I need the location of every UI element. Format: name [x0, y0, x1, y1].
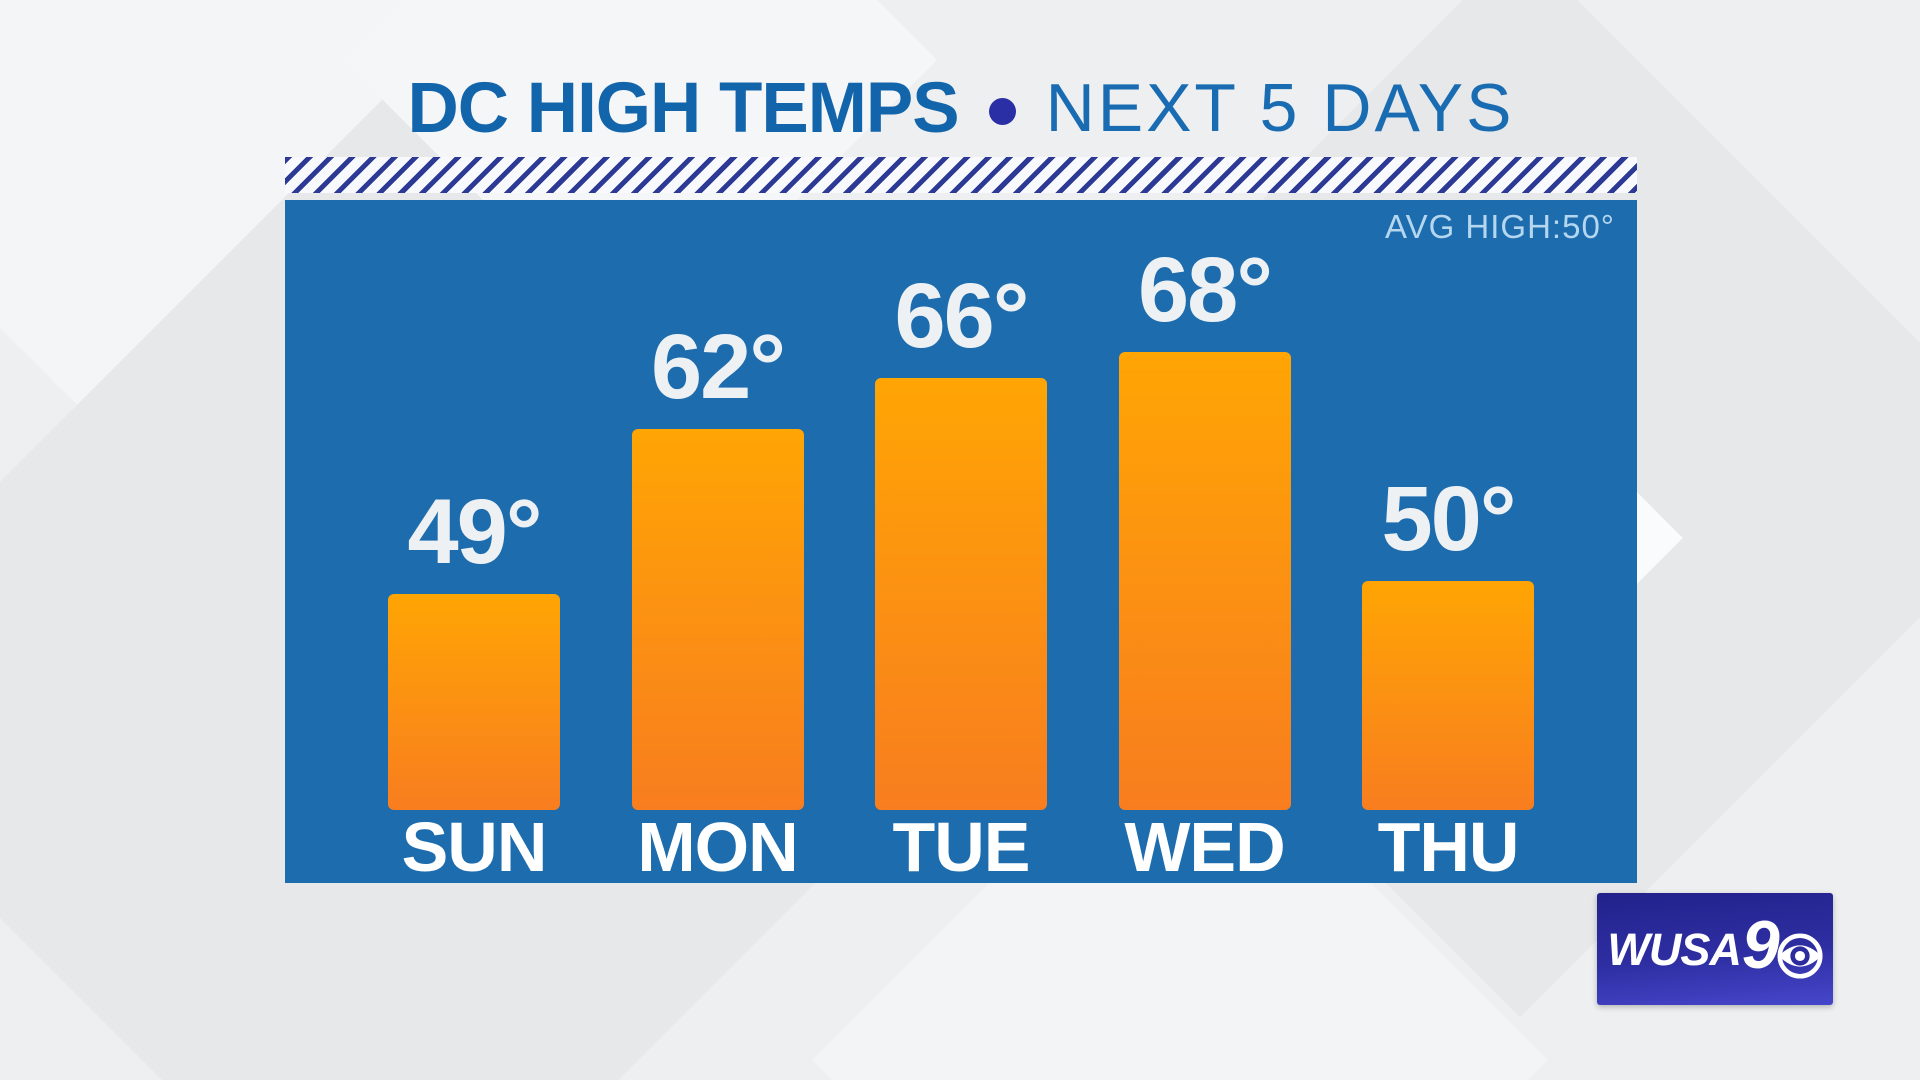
title-separator-dot-icon	[988, 97, 1016, 125]
channel-number-text: 9	[1741, 907, 1780, 983]
avg-high-annotation: AVG HIGH:50°	[1385, 208, 1615, 245]
station-name-text: WUSA	[1607, 923, 1741, 975]
chart-panel: AVG HIGH:50° 49° 62° 66° 68° 50° SUN MON…	[285, 200, 1637, 883]
chart-title: DC HIGH TEMPS NEXT 5 DAYS	[285, 66, 1637, 150]
temp-bar-wed	[1118, 352, 1291, 810]
bar-column-thu: 50°	[1362, 473, 1534, 810]
station-logo: WUSA 9	[1597, 893, 1833, 1005]
temp-bar-sun	[388, 594, 560, 810]
title-secondary-text: NEXT 5 DAYS	[1045, 70, 1515, 146]
bar-value-label: 50°	[1381, 468, 1516, 570]
temp-bar-mon	[631, 429, 804, 810]
bar-column-sun: 49°	[388, 486, 560, 810]
bar-column-wed: 68°	[1118, 239, 1291, 810]
bar-column-mon: 62°	[631, 316, 804, 810]
cbs-eye-icon	[1777, 933, 1823, 979]
hatched-divider	[285, 157, 1637, 193]
day-label-wed: WED	[1124, 807, 1285, 886]
day-label-tue: TUE	[892, 807, 1031, 886]
bar-value-label: 62°	[650, 316, 786, 418]
temp-bar-tue	[875, 378, 1047, 810]
bar-column-tue: 66°	[875, 270, 1047, 810]
bar-value-label: 68°	[1137, 239, 1273, 341]
temp-bar-thu	[1362, 581, 1534, 810]
day-label-mon: MON	[637, 807, 798, 886]
category-axis: SUN MON TUE WED THU	[285, 810, 1637, 883]
bar-chart-area: 49° 62° 66° 68° 50°	[285, 200, 1637, 810]
title-primary-text: DC HIGH TEMPS	[407, 68, 960, 148]
bar-value-label: 66°	[894, 265, 1029, 367]
day-label-sun: SUN	[401, 807, 548, 886]
day-label-thu: THU	[1377, 807, 1520, 886]
bar-value-label: 49°	[407, 481, 542, 583]
